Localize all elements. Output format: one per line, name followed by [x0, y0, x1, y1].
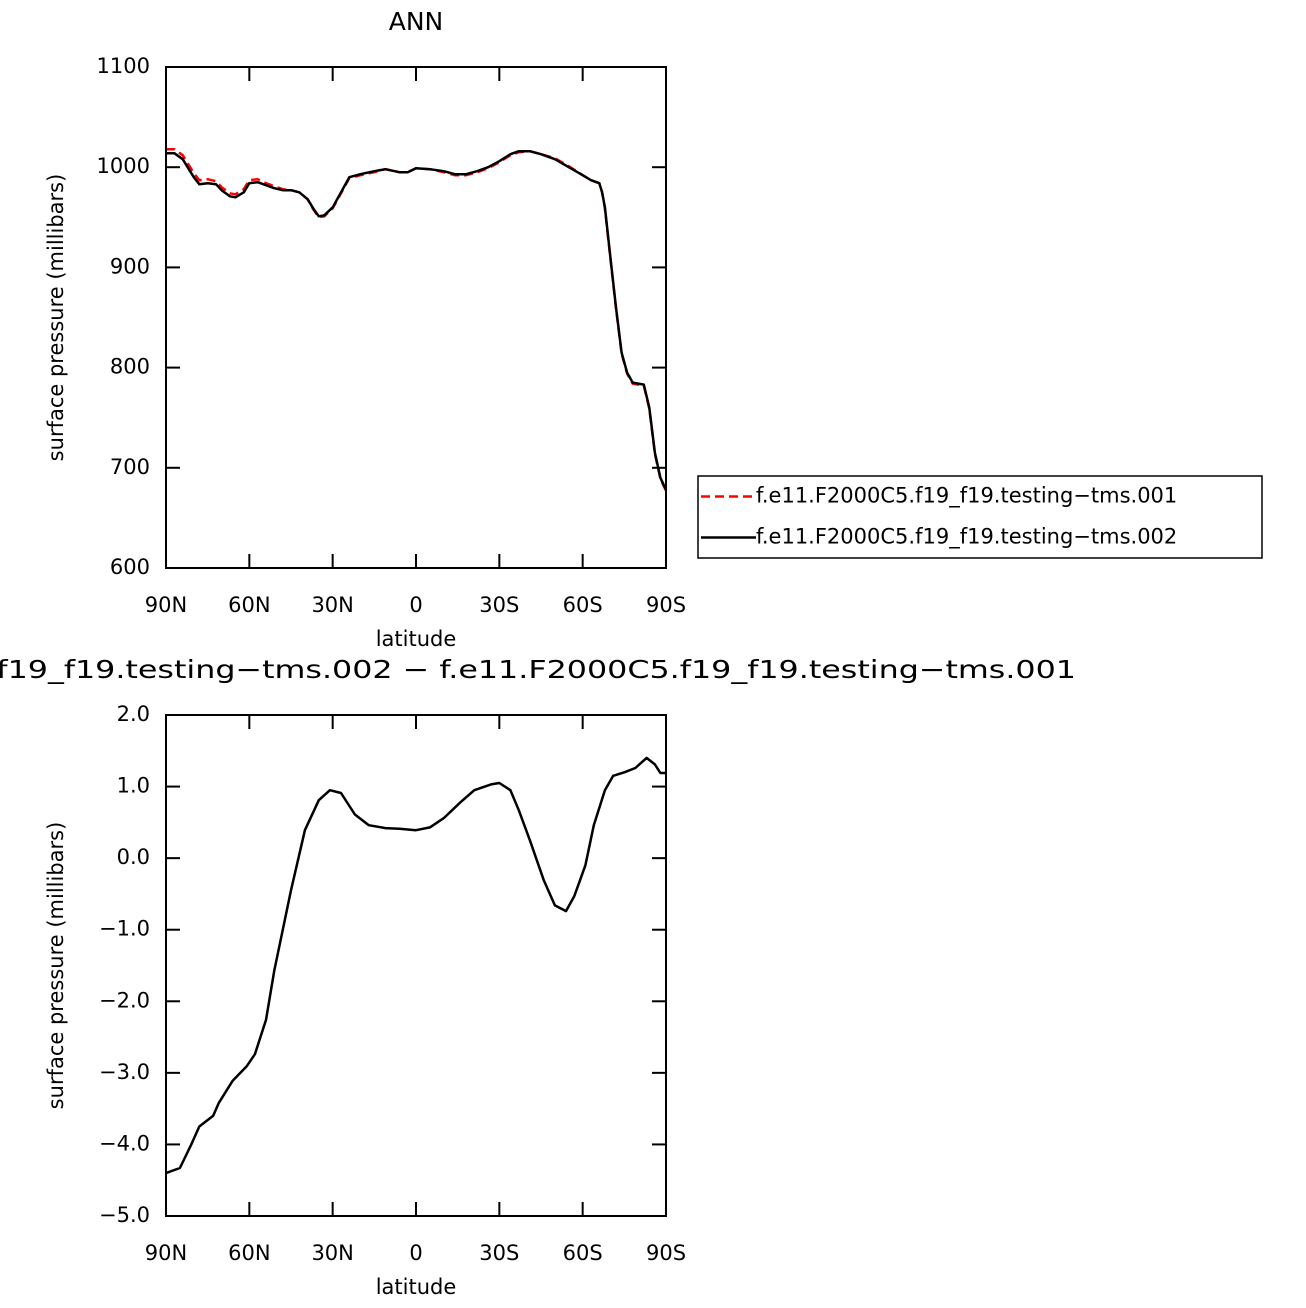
data-line: [165, 756, 666, 1175]
y-tick-label: 1000: [97, 154, 150, 178]
x-axis-title: latitude: [376, 1275, 457, 1299]
y-tick-label: −1.0: [99, 917, 150, 941]
y-tick-label: −5.0: [99, 1203, 150, 1227]
y-tick-label: −3.0: [99, 1060, 150, 1084]
plot-frame: [165, 714, 667, 1217]
y-tick-label: 0.0: [117, 845, 150, 869]
y-axis-title: surface pressure (millibars): [44, 174, 68, 462]
x-tick-label: 0: [409, 593, 422, 617]
x-tick-label: 60S: [563, 593, 603, 617]
legend-label: f.e11.F2000C5.f19_f19.testing−tms.001: [756, 484, 1177, 509]
x-tick-label: 90N: [145, 593, 187, 617]
legend-frame: [697, 475, 1263, 559]
y-tick-label: 1100: [97, 54, 150, 78]
x-tick-label: 90N: [145, 1241, 187, 1265]
plot-frame: [165, 66, 667, 569]
x-tick-label: 30N: [311, 593, 353, 617]
y-tick-label: 2.0: [117, 702, 150, 726]
data-line: [166, 147, 668, 492]
y-tick-label: 700: [110, 455, 150, 479]
y-axis-title: surface pressure (millibars): [44, 822, 68, 1110]
x-axis-title: latitude: [376, 627, 457, 651]
y-tick-label: 800: [110, 355, 150, 379]
y-tick-label: −4.0: [99, 1131, 150, 1155]
x-tick-label: 30S: [479, 593, 519, 617]
x-tick-label: 0: [409, 1241, 422, 1265]
chart-title: f.e11.F2000C5.f19_f19.testing−tms.002 − …: [0, 655, 1076, 684]
x-tick-label: 30N: [311, 1241, 353, 1265]
x-tick-label: 60N: [228, 593, 270, 617]
x-tick-label: 60S: [563, 1241, 603, 1265]
y-tick-label: 900: [110, 254, 150, 278]
y-tick-label: −2.0: [99, 988, 150, 1012]
legend-label: f.e11.F2000C5.f19_f19.testing−tms.002: [756, 525, 1177, 550]
data-line: [166, 149, 668, 491]
chart-title: ANN: [389, 7, 444, 36]
x-tick-label: 30S: [479, 1241, 519, 1265]
y-tick-label: 1.0: [117, 774, 150, 798]
y-tick-label: 600: [110, 555, 150, 579]
x-tick-label: 90S: [646, 1241, 686, 1265]
x-tick-label: 90S: [646, 593, 686, 617]
x-tick-label: 60N: [228, 1241, 270, 1265]
